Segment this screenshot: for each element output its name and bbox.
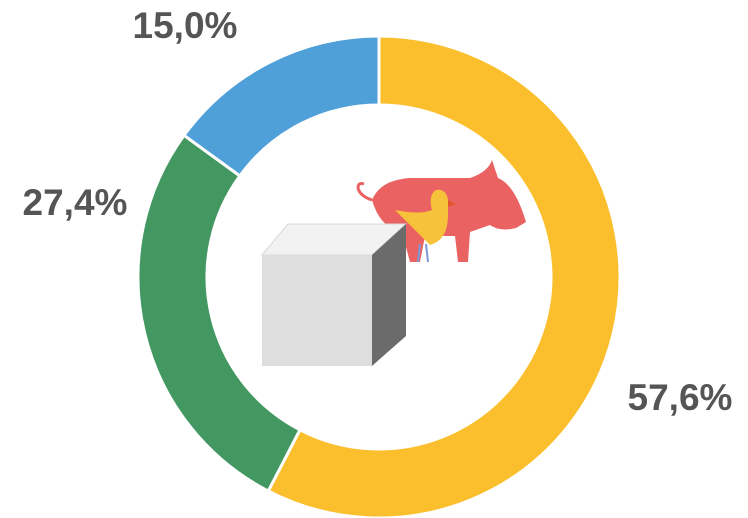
chicken-beak [448, 200, 456, 207]
data-label: 27,4% [23, 182, 128, 223]
donut-segment [181, 34, 381, 178]
cube-front [262, 255, 372, 366]
donut-segment [136, 133, 302, 494]
data-label: 57,6% [628, 377, 733, 418]
data-label: 15,0% [133, 5, 238, 46]
cube-side [372, 224, 406, 366]
center-icon [260, 160, 526, 366]
pig-tail [356, 182, 373, 202]
pig-icon [372, 160, 526, 262]
donut [136, 34, 622, 518]
donut-segment [266, 34, 622, 518]
chicken-legs [417, 243, 429, 263]
labels: 57,6% 27,4% 15,0% [23, 5, 733, 418]
chicken-icon [395, 189, 448, 245]
